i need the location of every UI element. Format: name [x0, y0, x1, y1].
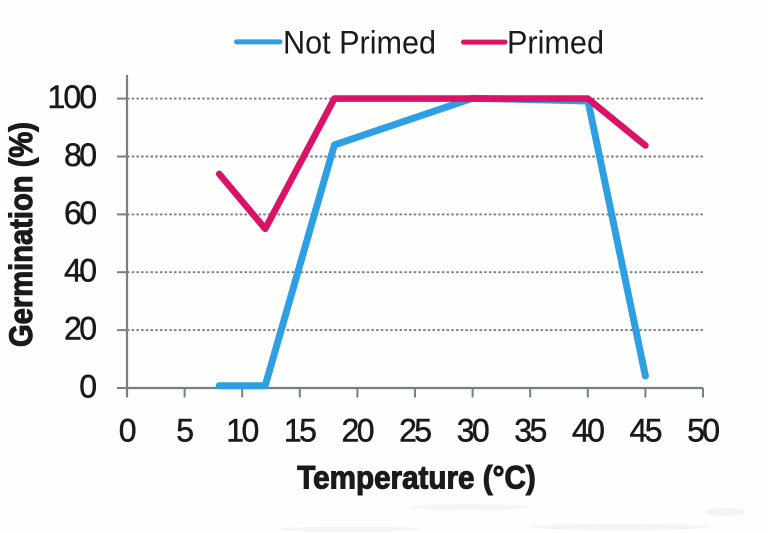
svg-text:45: 45 [630, 413, 663, 449]
svg-text:15: 15 [284, 413, 317, 449]
svg-text:Primed: Primed [507, 25, 604, 61]
svg-text:40: 40 [64, 253, 97, 289]
svg-text:25: 25 [399, 413, 432, 449]
svg-text:Germination (%): Germination (%) [3, 122, 39, 347]
svg-text:35: 35 [514, 413, 547, 449]
svg-text:30: 30 [457, 413, 490, 449]
svg-text:0: 0 [79, 369, 97, 405]
svg-text:80: 80 [64, 137, 97, 173]
svg-text:60: 60 [64, 195, 97, 231]
svg-text:10: 10 [226, 413, 259, 449]
svg-text:Temperature (°C): Temperature (°C) [297, 460, 536, 496]
svg-text:50: 50 [687, 413, 720, 449]
svg-text:100: 100 [48, 79, 98, 115]
svg-text:Not Primed: Not Primed [283, 25, 436, 61]
svg-text:5: 5 [176, 413, 194, 449]
svg-text:40: 40 [572, 413, 605, 449]
svg-text:20: 20 [342, 413, 375, 449]
svg-text:20: 20 [64, 311, 97, 347]
svg-text:0: 0 [119, 413, 137, 449]
